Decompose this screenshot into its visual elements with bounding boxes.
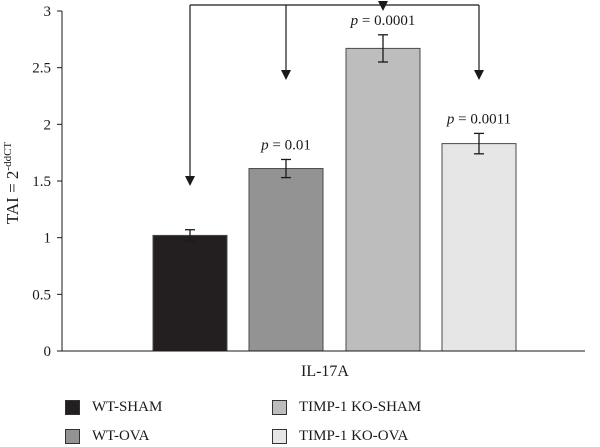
bar — [345, 47, 421, 352]
p-symbol: p — [260, 137, 269, 153]
p-symbol: p — [446, 111, 455, 127]
bars — [152, 47, 517, 352]
p-symbol: p — [350, 13, 359, 29]
bar — [152, 234, 228, 352]
y-axis-label-base: TAI = 2 — [3, 171, 22, 225]
p-value-text: = 0.0001 — [358, 13, 415, 29]
arrow-head — [474, 70, 484, 80]
arrow-head — [281, 70, 291, 80]
arrow-head — [185, 176, 195, 186]
y-tick-label: 0 — [44, 344, 52, 360]
y-tick-label: 1 — [44, 231, 52, 247]
arrow-head — [378, 1, 388, 11]
comparison-bracket — [185, 1, 484, 186]
y-axis: 0 0.5 1 1.5 2 2.5 3 — [32, 4, 63, 360]
x-axis-label: IL-17A — [301, 363, 349, 380]
bar — [441, 143, 517, 352]
error-bars — [185, 34, 484, 242]
bar — [248, 168, 324, 352]
p-value-text: = 0.0011 — [454, 111, 511, 127]
y-tick-label: 2 — [44, 117, 52, 133]
y-tick-label: 0.5 — [32, 287, 51, 303]
p-value-text: = 0.01 — [269, 137, 311, 153]
y-tick-label: 2.5 — [32, 61, 51, 77]
p-value-label: p = 0.0011 — [446, 111, 511, 127]
p-value-label: p = 0.01 — [260, 137, 311, 153]
p-value-label: p = 0.0001 — [350, 13, 416, 29]
y-tick-label: 3 — [44, 4, 52, 20]
y-tick-label: 1.5 — [32, 174, 51, 190]
y-axis-label-superscript: -ddCT — [2, 142, 14, 171]
y-axis-label: TAI = 2-ddCT — [2, 142, 22, 225]
